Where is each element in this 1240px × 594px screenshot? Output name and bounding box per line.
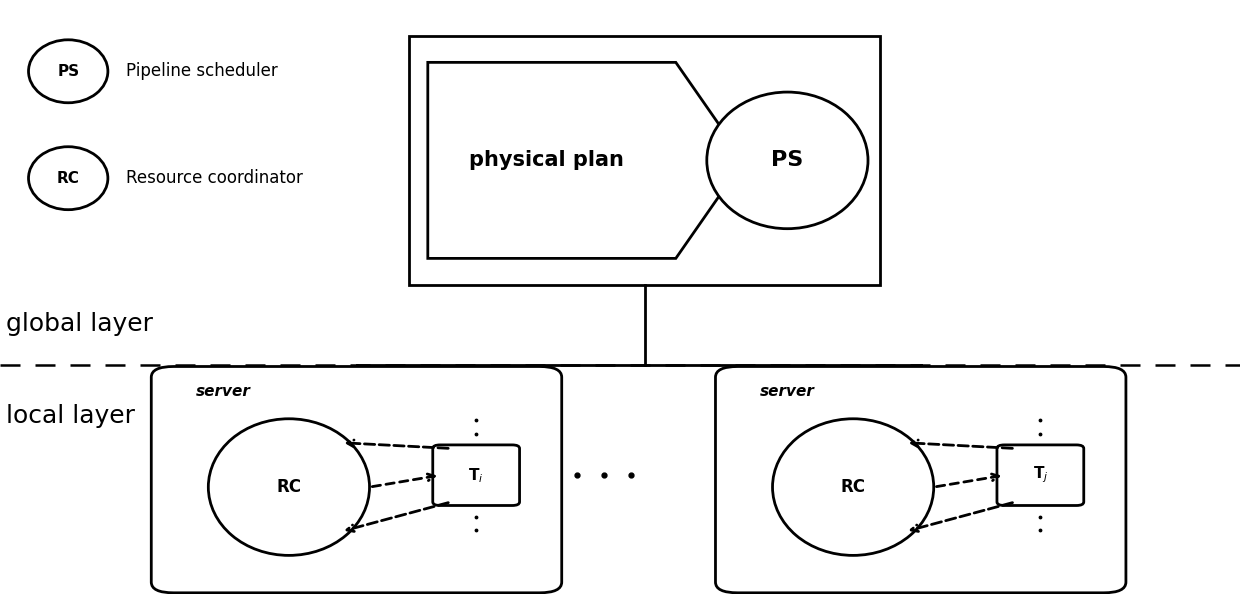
Polygon shape: [428, 62, 744, 258]
Ellipse shape: [208, 419, 370, 555]
Text: T$_j$: T$_j$: [1033, 465, 1048, 485]
Text: T$_i$: T$_i$: [469, 466, 484, 485]
FancyBboxPatch shape: [433, 445, 520, 505]
Text: server: server: [196, 384, 250, 399]
FancyBboxPatch shape: [715, 366, 1126, 593]
Text: local layer: local layer: [6, 404, 135, 428]
Ellipse shape: [29, 147, 108, 210]
Text: PS: PS: [771, 150, 804, 170]
Text: Resource coordinator: Resource coordinator: [126, 169, 304, 187]
Text: global layer: global layer: [6, 312, 154, 336]
Text: RC: RC: [841, 478, 866, 496]
Text: PS: PS: [57, 64, 79, 79]
Ellipse shape: [773, 419, 934, 555]
Bar: [409, 36, 880, 285]
Text: RC: RC: [57, 170, 79, 186]
Text: physical plan: physical plan: [470, 150, 624, 170]
Text: Pipeline scheduler: Pipeline scheduler: [126, 62, 278, 80]
Ellipse shape: [707, 92, 868, 229]
Text: RC: RC: [277, 478, 301, 496]
Text: server: server: [760, 384, 815, 399]
Ellipse shape: [29, 40, 108, 103]
FancyBboxPatch shape: [151, 366, 562, 593]
FancyBboxPatch shape: [997, 445, 1084, 505]
